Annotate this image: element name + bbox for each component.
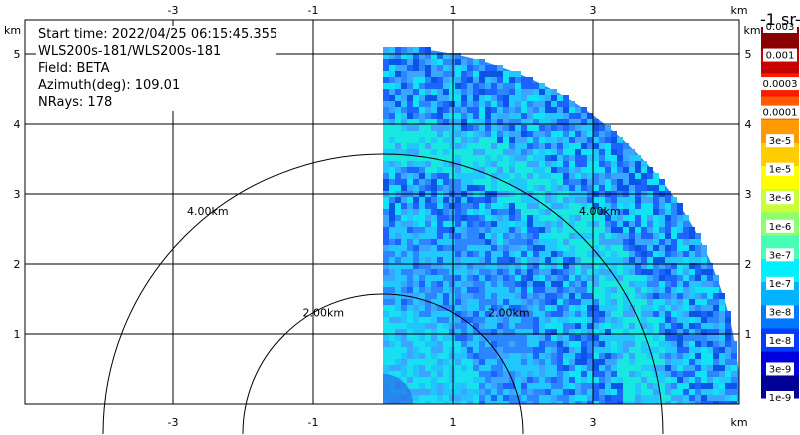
field-text: Field: BETA [38,61,110,76]
x-tick-label-bottom: 1 [450,416,457,429]
x-tick-label-top: 3 [590,4,597,17]
colorbar-label: 0.001 [766,51,795,62]
colorbar-label-bg [766,333,794,347]
colorbar-label-bg [766,391,794,404]
axis-unit-label: km [730,416,747,429]
colorbar-label: 1e-8 [769,336,792,347]
colorbar-label-bg [766,162,794,176]
colorbar-label-bg [766,219,794,233]
y-tick-label-right: 5 [745,48,752,61]
y-tick-label-right: 4 [745,118,752,131]
colorbar-label-bg [760,105,800,119]
range-ring-label: 2.00km [488,307,530,320]
colorbar-label: 0.0003 [763,79,798,90]
colorbar-label-bg [766,362,794,376]
colorbar-label: 3e-9 [769,364,792,375]
colorbar-swatch [761,142,799,167]
range-rings: 4.00km 2.00km 2.00km 4.00km [102,153,664,435]
colorbar-label-bg [766,305,794,319]
y-tick-label-left: 2 [14,258,21,271]
colorbar-label: 3e-5 [769,136,792,147]
colorbar-label: 0.003 [766,22,795,33]
plot-frame [24,19,740,405]
tick-labels: -3 -3 -1 -1 1 1 3 3 1 1 2 2 3 3 4 4 5 5 km km km km [4,4,761,429]
colorbar-label-bg [766,276,794,290]
start-time-text: Start time: 2022/04/25 06:15:45.355 [38,27,276,42]
near-origin-patch [383,374,413,404]
colorbar-label-bg [766,191,794,205]
x-tick-label-top: 1 [450,4,457,17]
colorbar-label: 1e-7 [769,279,792,290]
colorbar-label-bg [766,134,794,148]
colorbar-title: -1 sr-1 [760,10,800,29]
range-ring-label: 4.00km [579,205,621,218]
x-tick-label-top: -1 [308,4,319,17]
y-tick-label-left: 5 [14,48,21,61]
range-ring-label: 2.00km [303,307,345,320]
y-tick-label-left: 4 [14,118,21,131]
colorbar-swatch [761,258,799,283]
colorbar-label-bg [763,20,797,33]
y-tick-label-right: 3 [745,188,752,201]
colorbar: 0.003 0.001 0.0003 0.0001 3e-5 1e-5 3e-6 1e-6 3e… [760,20,800,404]
scan-info-box: Start time: 2022/04/25 06:15:45.355 WLS2… [36,26,276,111]
colorbar-label: 0.0001 [763,108,798,119]
nrays-text: NRays: 178 [38,95,113,110]
colorbar-label-bg [766,248,794,262]
x-tick-label-bottom: 3 [590,416,597,429]
range-ring-label: 4.00km [187,205,229,218]
azimuth-text: Azimuth(deg): 109.01 [38,78,181,93]
range-ring [102,153,664,435]
colorbar-label: 1e-6 [769,222,792,233]
colorbar-label-bg [763,48,797,62]
data-layer [383,47,739,404]
colorbar-label: 3e-8 [769,307,792,318]
range-ring [242,293,524,435]
y-tick-label-right: 2 [745,258,752,271]
colorbar-label: 3e-7 [769,250,792,261]
instrument-text: WLS200s-181/WLS200s-181 [38,44,222,59]
grid-layer [25,20,739,404]
x-tick-label-bottom: -1 [308,416,319,429]
y-tick-label-left: 3 [14,188,21,201]
y-tick-label-right: 1 [745,328,752,341]
colorbar-label: 3e-6 [769,193,792,204]
x-tick-label-bottom: -3 [168,416,179,429]
x-tick-label-top: -3 [168,4,179,17]
y-tick-label-left: 1 [14,328,21,341]
colorbar-label: 1e-9 [769,393,792,404]
sector-cells [383,47,739,404]
axis-unit-label: km [730,4,747,17]
colorbar-label: 1e-5 [769,165,792,176]
axis-unit-label: km [743,24,760,37]
colorbar-label-bg [760,77,800,91]
axis-unit-label: km [4,24,21,37]
